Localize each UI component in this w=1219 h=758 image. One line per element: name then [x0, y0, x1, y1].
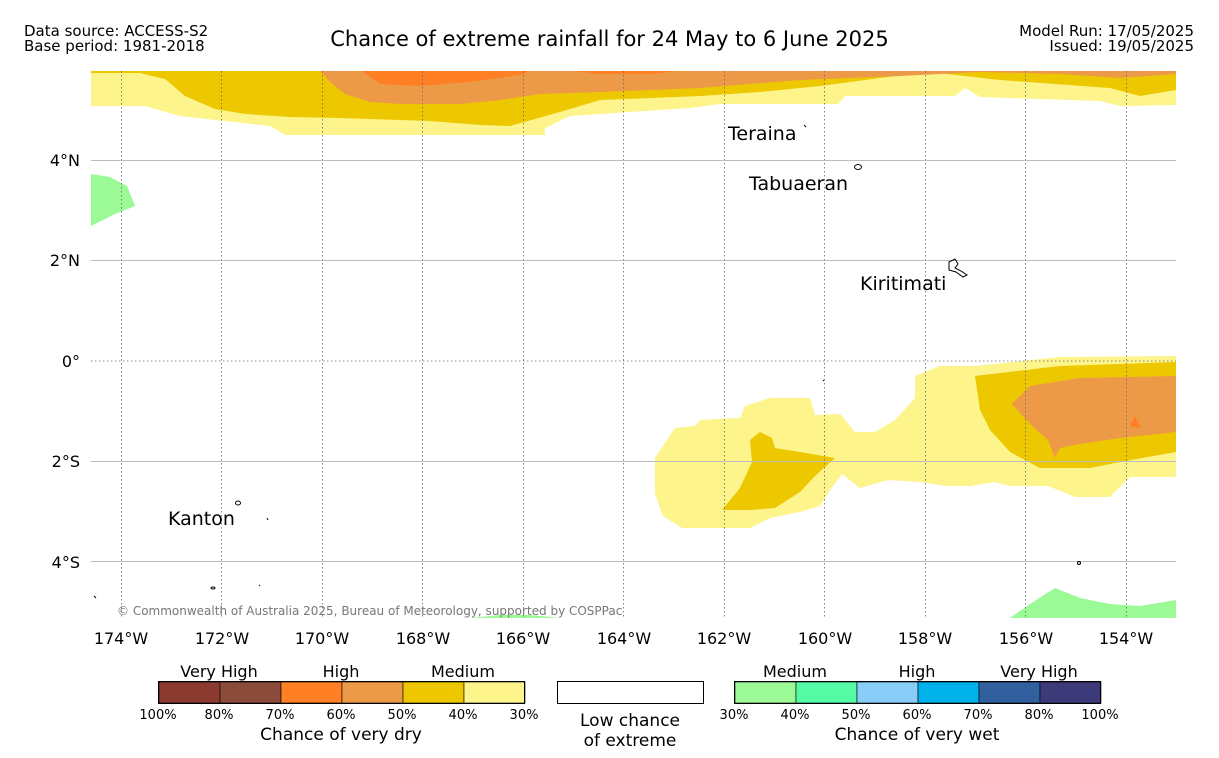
base-period-text: Base period: 1981-2018 — [24, 37, 205, 55]
dry-region-south-orange-spot — [1130, 416, 1141, 428]
kiritimati-island — [948, 258, 968, 278]
lat-tick: 2°N — [50, 251, 80, 270]
legend-dry-header: High — [323, 662, 360, 681]
islet-3 — [258, 584, 261, 587]
lat-tick: 4°N — [50, 151, 80, 170]
legend-dry-tick: 100% — [139, 708, 176, 723]
legend-wet-swatch-0 — [734, 681, 797, 704]
islands — [93, 124, 1081, 599]
legend-wet-swatch-5 — [1039, 681, 1102, 704]
legend-wet-header: High — [899, 662, 936, 681]
legend-dry-swatch-0 — [158, 681, 221, 704]
legend-wet-swatches — [734, 681, 1102, 704]
lon-tick: 172°W — [195, 629, 250, 648]
dry-region-north-orange — [362, 71, 530, 86]
lon-tick: 154°W — [1099, 629, 1154, 648]
dry-region-north-orange-small — [575, 71, 680, 74]
legend-wet-title: Chance of very wet — [835, 725, 1000, 745]
lon-tick: 162°W — [697, 629, 752, 648]
legend-low-swatch — [557, 681, 704, 704]
lon-tick: 166°W — [496, 629, 551, 648]
legend-dry: Very High High Medium 100% 80% 70% 60% 5… — [139, 662, 538, 745]
dry-region-central-high — [722, 432, 835, 510]
islet-5 — [822, 379, 825, 382]
legend-dry-header: Very High — [180, 662, 257, 681]
legend-wet-header: Medium — [763, 662, 827, 681]
model-run-text: Model Run: 17/05/2025 — [1019, 22, 1194, 40]
dry-region-north-veryhigh — [320, 71, 1176, 104]
gridlines — [91, 71, 1176, 618]
dry-region-south-veryhigh — [1012, 376, 1176, 458]
legend-wet-tick: 30% — [720, 708, 749, 723]
islet-4 — [93, 595, 97, 599]
legend-dry-tick: 40% — [449, 708, 478, 723]
place-label-kanton: Kanton — [168, 508, 235, 530]
issued-text: Issued: 19/05/2025 — [1049, 37, 1194, 55]
place-label-tabuaeran: Tabuaeran — [748, 173, 848, 195]
lon-tick: 156°W — [999, 629, 1054, 648]
lon-tick: 158°W — [898, 629, 953, 648]
lon-axis-labels: 174°W 172°W 170°W 168°W 166°W 164°W 162°… — [94, 629, 1154, 648]
teraina-island — [803, 124, 807, 128]
lon-tick: 160°W — [798, 629, 853, 648]
wet-region-west — [91, 174, 135, 226]
legend-dry-swatch-3 — [341, 681, 404, 704]
legend-dry-swatch-5 — [463, 681, 526, 704]
map-plot-area: Teraina Tabuaeran Kiritimati Kanton © Co… — [91, 71, 1176, 618]
legend-low-line2: of extreme — [584, 731, 677, 751]
legend-wet-swatch-3 — [917, 681, 980, 704]
wet-region-southeast — [1010, 588, 1176, 618]
legend-dry-tick: 30% — [510, 708, 539, 723]
lon-tick: 168°W — [396, 629, 451, 648]
header-right: Model Run: 17/05/2025 Issued: 19/05/2025 — [1019, 24, 1194, 54]
lon-tick: 174°W — [94, 629, 149, 648]
copyright-notice: © Commonwealth of Australia 2025, Bureau… — [117, 604, 622, 618]
legend-dry-title: Chance of very dry — [260, 725, 422, 745]
legend-wet-tick: 50% — [842, 708, 871, 723]
legend-dry-swatch-4 — [402, 681, 465, 704]
legend-dry-swatch-1 — [219, 681, 282, 704]
legend-wet-tick: 100% — [1081, 708, 1118, 723]
tabuaeran-island — [854, 164, 862, 170]
header-left: Data source: ACCESS-S2 Base period: 1981… — [24, 24, 208, 54]
legend-wet-tick: 40% — [781, 708, 810, 723]
islet-6 — [1077, 561, 1081, 565]
legend-dry-tick: 50% — [388, 708, 417, 723]
place-label-kiritimati: Kiritimati — [860, 273, 946, 295]
legend-wet-tick: 60% — [903, 708, 932, 723]
legend-low-chance: Low chance of extreme — [557, 681, 704, 751]
legend-dry-swatch-2 — [280, 681, 343, 704]
lat-tick: 0° — [62, 352, 80, 371]
kanton-island — [235, 500, 241, 506]
lon-tick: 170°W — [295, 629, 350, 648]
legend-wet-swatch-4 — [978, 681, 1041, 704]
legend-wet-swatch-2 — [856, 681, 919, 704]
legend-wet: Medium High Very High 30% 40% 50% 60% 70… — [720, 662, 1119, 745]
legend-dry-tick: 80% — [205, 708, 234, 723]
legend-dry-tick: 70% — [266, 708, 295, 723]
legend-wet-swatch-1 — [795, 681, 858, 704]
lat-tick: 2°S — [52, 452, 80, 471]
lon-tick: 164°W — [597, 629, 652, 648]
legend-wet-tick: 80% — [1025, 708, 1054, 723]
legend-dry-tick: 60% — [327, 708, 356, 723]
legend-dry-header: Medium — [431, 662, 495, 681]
legend-dry-swatches — [158, 681, 526, 704]
wet-region-south-strip — [470, 615, 560, 618]
legend-wet-tick: 70% — [964, 708, 993, 723]
legend-low-line1: Low chance — [580, 711, 680, 731]
map-title: Chance of extreme rainfall for 24 May to… — [330, 27, 889, 51]
legend-wet-header: Very High — [1000, 662, 1077, 681]
islet-2 — [210, 586, 216, 590]
islet-1 — [266, 517, 269, 521]
lat-tick: 4°S — [52, 553, 80, 572]
place-label-teraina: Teraina — [727, 123, 797, 145]
data-source-text: Data source: ACCESS-S2 — [24, 22, 209, 40]
lat-axis-labels: 4°N 2°N 0° 2°S 4°S — [50, 151, 80, 572]
